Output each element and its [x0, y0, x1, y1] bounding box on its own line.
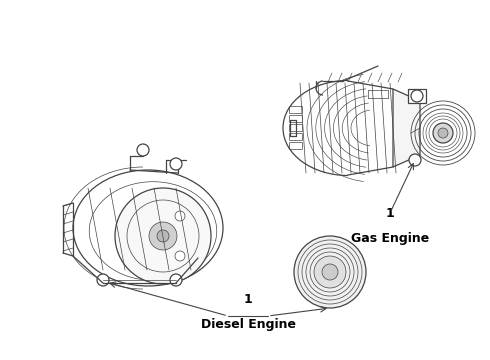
- Polygon shape: [393, 89, 420, 167]
- Circle shape: [409, 154, 421, 166]
- Text: Diesel Engine: Diesel Engine: [200, 318, 295, 331]
- Circle shape: [322, 264, 338, 280]
- Circle shape: [149, 222, 177, 250]
- Text: Gas Engine: Gas Engine: [351, 232, 429, 245]
- Circle shape: [411, 90, 423, 102]
- Circle shape: [175, 211, 185, 221]
- Circle shape: [170, 274, 182, 286]
- Circle shape: [433, 123, 453, 143]
- Circle shape: [314, 256, 346, 288]
- Circle shape: [294, 236, 366, 308]
- FancyBboxPatch shape: [290, 143, 302, 149]
- Circle shape: [175, 251, 185, 261]
- Polygon shape: [408, 89, 426, 103]
- Text: 1: 1: [244, 293, 252, 306]
- Circle shape: [170, 158, 182, 170]
- FancyBboxPatch shape: [290, 107, 302, 113]
- Circle shape: [157, 230, 169, 242]
- FancyBboxPatch shape: [290, 125, 302, 131]
- Circle shape: [438, 128, 448, 138]
- Circle shape: [97, 274, 109, 286]
- Text: 1: 1: [386, 207, 394, 220]
- FancyBboxPatch shape: [290, 116, 302, 122]
- FancyBboxPatch shape: [290, 134, 302, 140]
- Circle shape: [137, 144, 149, 156]
- Circle shape: [115, 188, 211, 284]
